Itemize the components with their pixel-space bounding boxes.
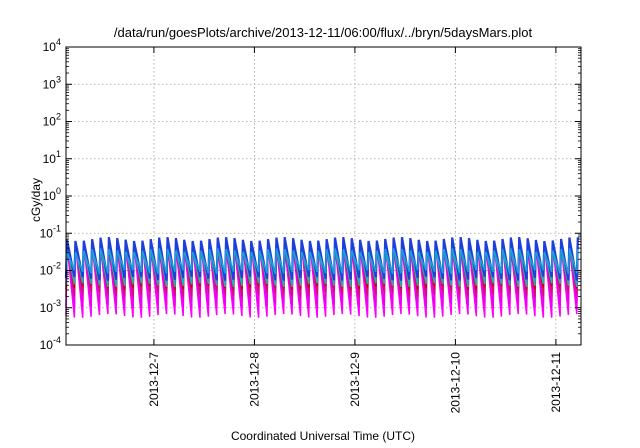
y-tick-label: 10-2 (40, 261, 61, 278)
y-tick-label: 10-1 (40, 223, 61, 240)
y-tick-label: 103 (43, 74, 61, 91)
plot-frame (65, 46, 582, 346)
axes: 10-4 10-3 10-2 10-1 100 101 102 103 104 2013-12-7… (40, 37, 582, 414)
grid-lines (66, 47, 581, 345)
y-tick-label: 10-3 (40, 298, 61, 315)
series-group (64, 237, 579, 318)
y-tick-label: 100 (43, 186, 61, 203)
x-tick-label: 2013-12-10 (448, 352, 462, 414)
x-tick-label: 2013-12-11 (549, 352, 563, 413)
y-axis-label: cGy/day (29, 178, 43, 222)
x-axis-label: Coordinated Universal Time (UTC) (231, 429, 415, 443)
x-tick-label: 2013-12-7 (147, 352, 161, 407)
chart-title: /data/run/goesPlots/archive/2013-12-11/0… (114, 25, 533, 40)
y-tick-label: 102 (43, 112, 61, 129)
series-line-7 (65, 248, 579, 275)
x-tick-label: 2013-12-8 (247, 352, 261, 407)
y-tick-label: 10-4 (40, 335, 61, 352)
y-tick-label: 101 (43, 149, 61, 166)
y-tick-label: 104 (43, 37, 61, 54)
x-tick-label: 2013-12-9 (348, 352, 362, 407)
